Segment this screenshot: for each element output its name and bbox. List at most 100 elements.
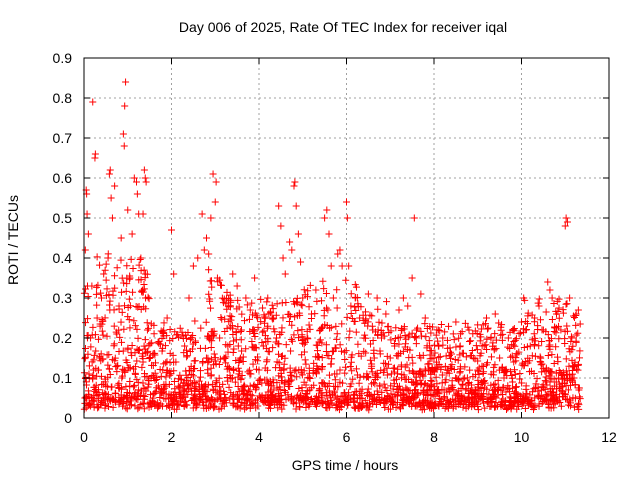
data-point <box>150 321 158 329</box>
data-point <box>383 352 391 360</box>
data-point <box>530 318 538 326</box>
data-point <box>249 326 257 334</box>
data-point <box>576 320 584 328</box>
data-point <box>427 377 435 385</box>
data-point <box>112 390 120 398</box>
data-point <box>391 334 399 342</box>
data-point <box>137 254 145 262</box>
data-point <box>235 303 243 311</box>
data-point <box>350 403 358 411</box>
data-point <box>434 342 442 350</box>
data-point <box>484 398 492 406</box>
data-point <box>442 376 450 384</box>
data-point <box>531 402 539 410</box>
data-point <box>345 262 353 270</box>
data-point <box>574 384 582 392</box>
data-point <box>431 341 439 349</box>
data-point <box>88 358 96 366</box>
data-point <box>133 190 141 198</box>
data-point <box>223 373 231 381</box>
data-point <box>278 328 286 336</box>
data-point <box>465 379 473 387</box>
data-point <box>183 352 191 360</box>
data-point <box>425 360 433 368</box>
data-point <box>92 290 100 298</box>
data-point <box>458 398 466 406</box>
data-point <box>375 318 383 326</box>
data-point <box>452 374 460 382</box>
data-point <box>445 322 453 330</box>
data-point <box>530 330 538 338</box>
data-point <box>111 272 119 280</box>
data-point <box>223 288 231 296</box>
data-point <box>454 390 462 398</box>
data-point <box>208 283 216 291</box>
data-point <box>330 387 338 395</box>
data-point <box>234 342 242 350</box>
data-point <box>154 404 162 412</box>
data-point <box>365 406 373 414</box>
data-point <box>401 340 409 348</box>
data-point <box>446 398 454 406</box>
data-point <box>349 375 357 383</box>
data-point <box>151 359 159 367</box>
data-point <box>318 363 326 371</box>
data-point <box>315 338 323 346</box>
data-point <box>501 397 509 405</box>
data-point <box>249 360 257 368</box>
data-point <box>107 194 115 202</box>
data-point <box>170 405 178 413</box>
data-point <box>482 341 490 349</box>
data-point <box>298 384 306 392</box>
data-point <box>417 327 425 335</box>
data-point <box>437 396 445 404</box>
data-point <box>393 352 401 360</box>
data-point <box>222 353 230 361</box>
data-point <box>313 402 321 410</box>
data-point <box>482 361 490 369</box>
data-point <box>570 362 578 370</box>
data-point <box>115 305 123 313</box>
data-point <box>111 182 119 190</box>
data-point <box>467 337 475 345</box>
data-point <box>438 371 446 379</box>
data-point <box>323 206 331 214</box>
data-point <box>117 256 125 264</box>
data-point <box>551 324 559 332</box>
data-point <box>302 381 310 389</box>
data-point <box>550 360 558 368</box>
data-point <box>462 401 470 409</box>
data-point <box>495 383 503 391</box>
data-point <box>535 342 543 350</box>
data-point <box>251 309 259 317</box>
data-point <box>439 341 447 349</box>
data-point <box>452 396 460 404</box>
data-point <box>94 281 102 289</box>
data-point <box>449 330 457 338</box>
data-point <box>319 399 327 407</box>
data-point <box>292 202 300 210</box>
data-point <box>223 305 231 313</box>
data-point <box>94 403 102 411</box>
data-point <box>275 372 283 380</box>
data-point <box>491 330 499 338</box>
data-point <box>535 302 543 310</box>
data-point <box>348 351 356 359</box>
data-point <box>427 370 435 378</box>
data-point <box>492 394 500 402</box>
data-point <box>352 328 360 336</box>
y-axis-label: ROTI / TECUs <box>5 195 21 285</box>
data-point <box>322 389 330 397</box>
data-point <box>548 351 556 359</box>
data-point <box>366 356 374 364</box>
data-point <box>417 354 425 362</box>
data-point <box>368 368 376 376</box>
data-point <box>288 337 296 345</box>
data-point <box>517 392 525 400</box>
data-point <box>552 343 560 351</box>
data-point <box>435 402 443 410</box>
data-point <box>141 392 149 400</box>
data-point <box>423 344 431 352</box>
data-point <box>117 385 125 393</box>
y-tick-label: 0 <box>64 410 72 426</box>
